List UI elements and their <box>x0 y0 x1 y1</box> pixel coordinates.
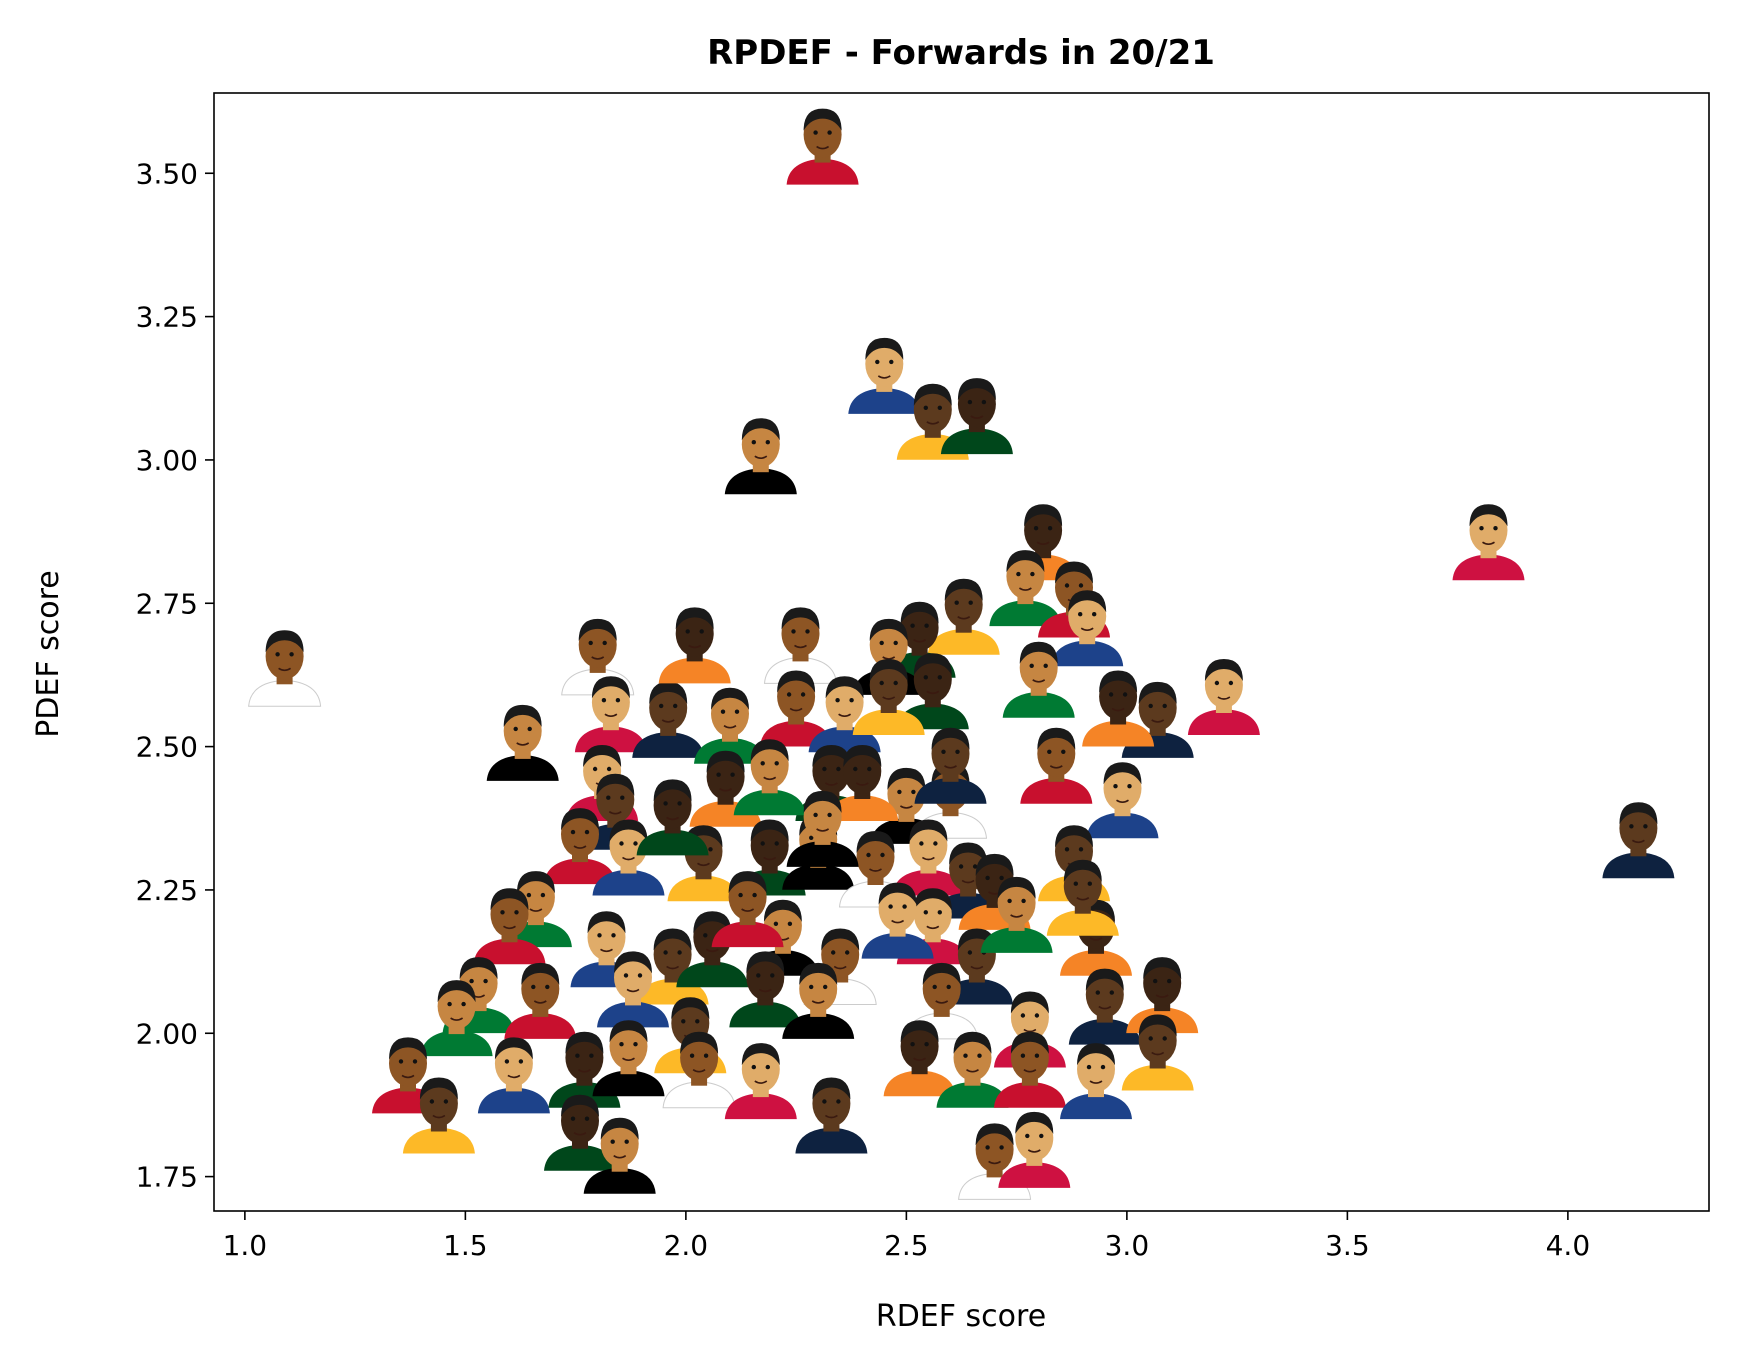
chart-title: RPDEF - Forwards in 20/21 <box>707 33 1215 73</box>
y-tick-label: 1.75 <box>136 1161 198 1194</box>
player-headshot-icon <box>1086 762 1159 839</box>
player-headshot-icon <box>1187 659 1260 735</box>
player-headshot-icon <box>402 1077 475 1154</box>
player-headshot-icon <box>861 882 934 959</box>
player-headshot-icon <box>786 108 859 185</box>
player-headshot-icon <box>782 962 855 1039</box>
player-headshot-icon <box>826 745 899 821</box>
player-headshot-icon <box>597 951 669 1028</box>
y-tick-label: 3.00 <box>136 444 198 477</box>
player-headshot-icon <box>544 1094 616 1171</box>
player-headshot-icon <box>473 888 546 965</box>
player-headshot-icon <box>993 1031 1066 1108</box>
player-headshot-icon <box>1121 1014 1194 1091</box>
x-tick-label: 3.0 <box>1105 1229 1150 1262</box>
player-headshot-icon <box>927 578 1000 655</box>
player-headshot-icon <box>1602 802 1675 879</box>
player-headshot-icon <box>883 1020 956 1097</box>
player-headshot-icon <box>940 378 1013 455</box>
player-headshot-icon <box>989 550 1062 627</box>
player-headshot-icon <box>786 790 859 867</box>
player-headshot-icon <box>1082 670 1155 747</box>
x-axis-label: RDEF score <box>876 1299 1046 1334</box>
axis-ticks: 1.0 1.5 2.0 2.5 3.0 3.5 4.0 1.75 2.00 2.25 2.50 2.7… <box>136 157 1590 1262</box>
player-headshot-icon <box>795 1077 868 1154</box>
player-headshot-icon <box>914 727 987 804</box>
player-headshot-icon <box>477 1037 550 1114</box>
player-headshot-icon <box>724 418 797 495</box>
player-headshot-icon <box>420 980 493 1057</box>
player-headshot-icon <box>998 1111 1071 1188</box>
player-headshot-icon <box>1051 590 1124 667</box>
player-headshot-icon <box>852 659 925 735</box>
y-tick-label: 2.25 <box>136 874 198 907</box>
player-headshot-icon <box>636 779 709 856</box>
x-tick-label: 3.5 <box>1325 1229 1370 1262</box>
y-tick-label: 2.00 <box>136 1017 198 1050</box>
player-headshot-icon <box>724 1043 797 1120</box>
y-tick-label: 3.50 <box>136 157 198 190</box>
player-headshot-icon <box>486 704 559 781</box>
player-headshot-icon <box>1452 504 1525 581</box>
player-headshot-icon <box>658 607 731 684</box>
player-headshot-icon <box>248 630 322 707</box>
player-headshot-icon <box>980 876 1053 953</box>
player-headshot-icon <box>729 951 802 1028</box>
player-headshot-icon <box>632 681 705 758</box>
player-markers <box>248 108 1675 1200</box>
player-headshot-icon <box>711 871 784 948</box>
player-headshot-icon <box>1060 899 1132 976</box>
x-tick-label: 1.5 <box>443 1229 488 1262</box>
player-headshot-icon <box>592 1020 665 1097</box>
player-headshot-icon <box>574 676 647 753</box>
y-tick-label: 2.50 <box>136 731 198 764</box>
x-tick-label: 2.0 <box>664 1229 709 1262</box>
player-headshot-icon <box>1002 641 1075 718</box>
y-tick-label: 2.75 <box>136 587 198 620</box>
player-headshot-icon <box>583 1117 656 1194</box>
player-headshot-icon <box>544 808 616 885</box>
y-axis-label: PDEF score <box>31 570 66 738</box>
player-headshot-icon <box>1020 727 1093 804</box>
y-tick-label: 3.25 <box>136 301 198 334</box>
player-headshot-icon <box>1046 859 1119 936</box>
player-headshot-icon <box>936 1031 1009 1108</box>
player-headshot-icon <box>848 337 921 414</box>
player-headshot-icon <box>733 739 806 816</box>
x-tick-label: 2.5 <box>884 1229 929 1262</box>
player-headshot-icon <box>504 962 577 1039</box>
plot-frame <box>213 92 1710 1212</box>
player-headshot-icon <box>1060 1043 1132 1120</box>
x-tick-label: 1.0 <box>223 1229 268 1262</box>
player-headshot-icon <box>1068 968 1141 1045</box>
player-headshot-icon <box>662 1031 736 1109</box>
player-headshot-icon <box>592 819 665 896</box>
x-tick-label: 4.0 <box>1546 1229 1591 1262</box>
player-headshot-icon <box>676 911 749 988</box>
